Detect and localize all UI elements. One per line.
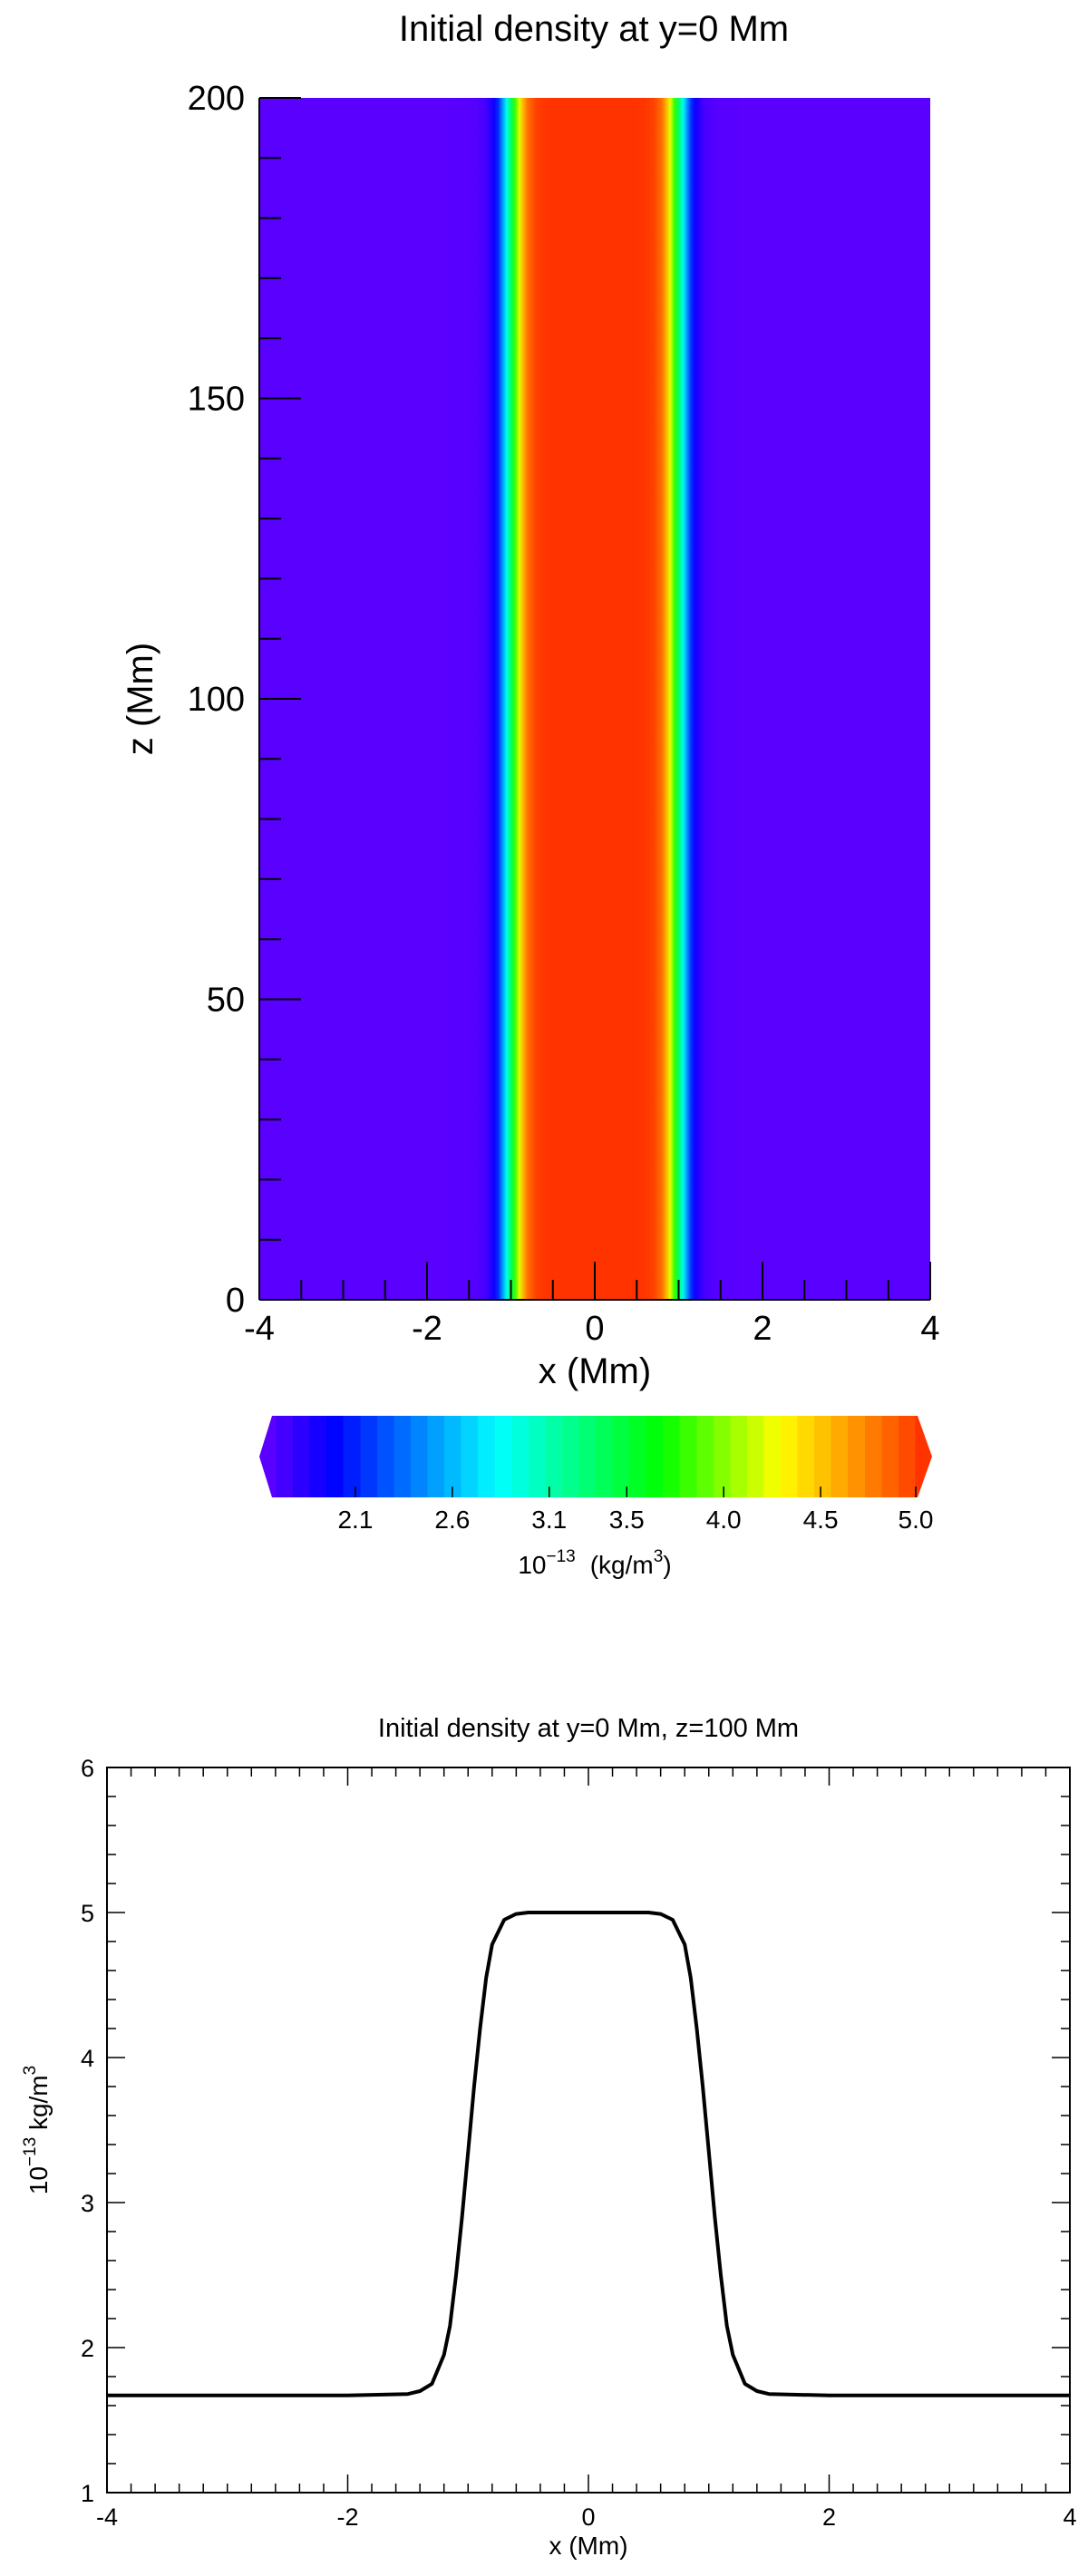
colorbar-tick-label: 4.0 <box>706 1506 742 1534</box>
line-plot-frame <box>106 1767 1071 2494</box>
colorbar: 2.1 2.6 3.1 3.5 4.0 4.5 5.0 10−13 (kg/m3) <box>259 1416 933 1579</box>
colorbar-tick-label: 3.5 <box>609 1506 645 1534</box>
heatmap-y-tick-label: 200 <box>188 80 245 118</box>
colorbar-label: 10−13 (kg/m3) <box>518 1547 671 1579</box>
heatmap-x-tick-label: 2 <box>753 1310 772 1348</box>
heatmap-image <box>259 98 930 1300</box>
line-ylabel-unit: kg/m <box>24 2075 53 2136</box>
colorbar-tick-label: 4.5 <box>803 1506 839 1534</box>
line-x-tick-label: -2 <box>336 2503 358 2531</box>
line-y-tick-label: 6 <box>81 1755 94 1782</box>
colorbar-gradient <box>259 1416 932 1497</box>
heatmap-xlabel: x (Mm) <box>539 1351 651 1391</box>
line-ylabel: 10−13 kg/m3 <box>21 2066 53 2194</box>
line-panel: Initial density at y=0 Mm, z=100 Mm -4 -2… <box>21 1714 1077 2560</box>
heatmap-y-tick-label: 150 <box>188 381 245 419</box>
heatmap-title: Initial density at y=0 Mm <box>399 9 789 49</box>
line-xlabel: x (Mm) <box>549 2532 627 2560</box>
line-y-tick-label: 5 <box>81 1900 94 1927</box>
colorbar-tick-label: 5.0 <box>899 1506 934 1534</box>
heatmap-ylabel: z (Mm) <box>121 643 160 755</box>
line-x-tick-label: -4 <box>96 2503 118 2531</box>
heatmap-x-tick-label: -2 <box>412 1310 442 1348</box>
heatmap-x-tick-label: 0 <box>585 1310 604 1348</box>
heatmap-panel: Initial density at y=0 Mm 0 50 100 150 200 -4… <box>121 9 940 1391</box>
line-x-tick-label: 4 <box>1063 2503 1076 2531</box>
line-ylabel-base: 10 <box>24 2166 53 2194</box>
line-title: Initial density at y=0 Mm, z=100 Mm <box>378 1714 799 1743</box>
line-x-tick-label: 2 <box>822 2503 836 2531</box>
colorbar-label-close: ) <box>663 1551 671 1579</box>
line-y-tick-label: 4 <box>81 2045 94 2072</box>
colorbar-ticks: 2.1 2.6 3.1 3.5 4.0 4.5 5.0 <box>337 1487 933 1534</box>
line-y-tick-label: 1 <box>81 2480 94 2507</box>
colorbar-label-unit-exp: 3 <box>654 1547 664 1566</box>
heatmap-y-tick-label: 0 <box>226 1282 245 1320</box>
colorbar-tick-label: 3.1 <box>531 1506 567 1534</box>
colorbar-label-unit: (kg/m <box>590 1551 654 1579</box>
line-axes: -4 -2 0 2 4 1 2 3 4 5 6 <box>81 1755 1077 2531</box>
colorbar-label-exp: −13 <box>547 1547 576 1566</box>
heatmap-x-tick-label: -4 <box>244 1310 275 1348</box>
line-ylabel-unit-exp: 3 <box>21 2066 40 2076</box>
heatmap-x-tick-label: 4 <box>920 1310 939 1348</box>
line-x-tick-label: 0 <box>581 2503 595 2531</box>
line-y-tick-label: 3 <box>81 2190 94 2217</box>
colorbar-tick-label: 2.6 <box>434 1506 470 1534</box>
heatmap-y-tick-label: 50 <box>207 982 245 1020</box>
colorbar-tick-label: 2.1 <box>337 1506 373 1534</box>
heatmap-y-tick-label: 100 <box>188 681 245 719</box>
line-y-tick-label: 2 <box>81 2335 94 2362</box>
heatmap-axes: 0 50 100 150 200 -4 -2 0 2 4 <box>188 80 940 1348</box>
line-ylabel-exp: −13 <box>21 2137 40 2166</box>
colorbar-label-base: 10 <box>518 1551 546 1579</box>
density-profile-line <box>107 1911 1070 2397</box>
